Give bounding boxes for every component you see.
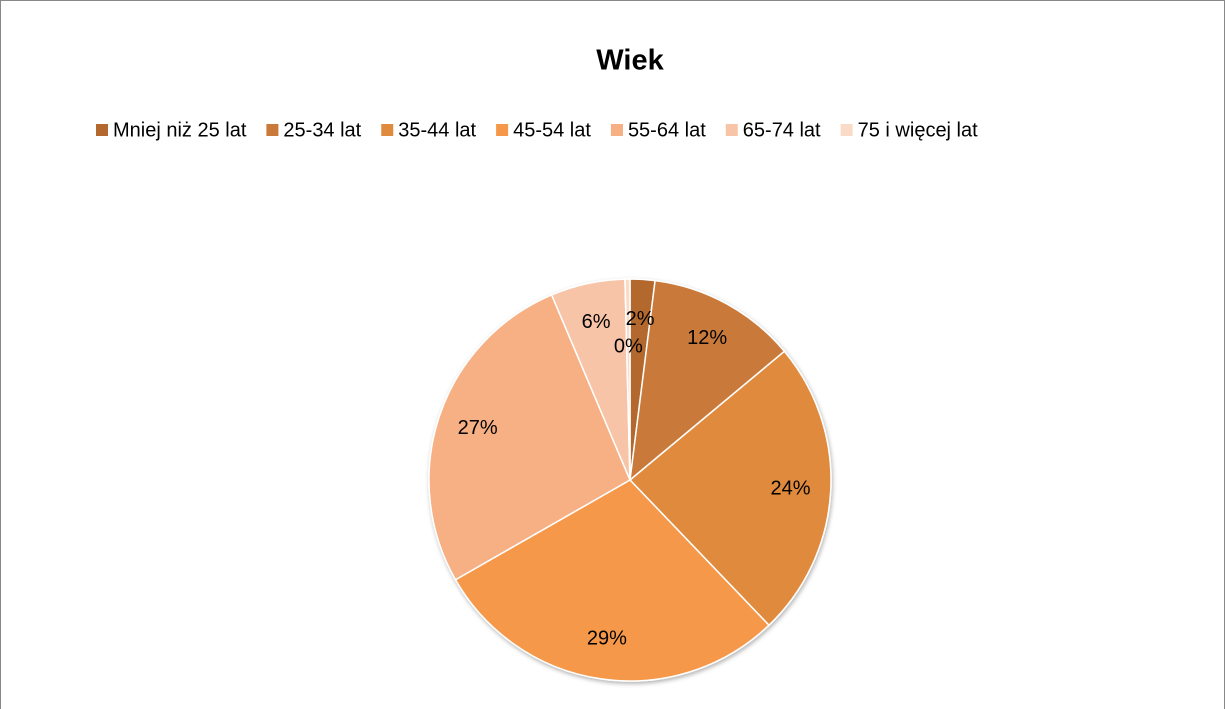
legend-swatch [725, 124, 738, 136]
data-label: 27% [458, 417, 498, 439]
legend-label: 45-54 lat [513, 119, 591, 141]
pie-slice [428, 293, 631, 581]
pie-slice [628, 350, 832, 627]
legend-label: 65-74 lat [743, 119, 821, 141]
pie-slice [454, 479, 771, 682]
legend-swatch [96, 124, 108, 136]
legend-swatch [610, 124, 623, 136]
data-label: 29% [587, 627, 627, 649]
data-label: 0% [614, 336, 643, 358]
pie-slice [629, 279, 786, 482]
pie-slice [624, 278, 631, 481]
legend-label: 55-64 lat [628, 119, 706, 141]
data-label: 2% [626, 308, 655, 330]
pie [428, 278, 832, 682]
data-label: 6% [582, 311, 611, 333]
legend-swatch [381, 124, 394, 136]
legend-swatch [840, 124, 853, 136]
legend-swatch [266, 124, 279, 136]
data-label: 24% [771, 477, 811, 499]
legend-label: 35-44 lat [398, 119, 476, 141]
legend-label: 25-34 lat [283, 119, 361, 141]
data-label: 12% [687, 327, 727, 349]
legend-swatch [496, 124, 509, 136]
chart-title: Wiek [596, 45, 664, 77]
legend-label: 75 i więcej lat [858, 119, 979, 141]
legend-label: Mniej niż 25 lat [113, 119, 247, 141]
